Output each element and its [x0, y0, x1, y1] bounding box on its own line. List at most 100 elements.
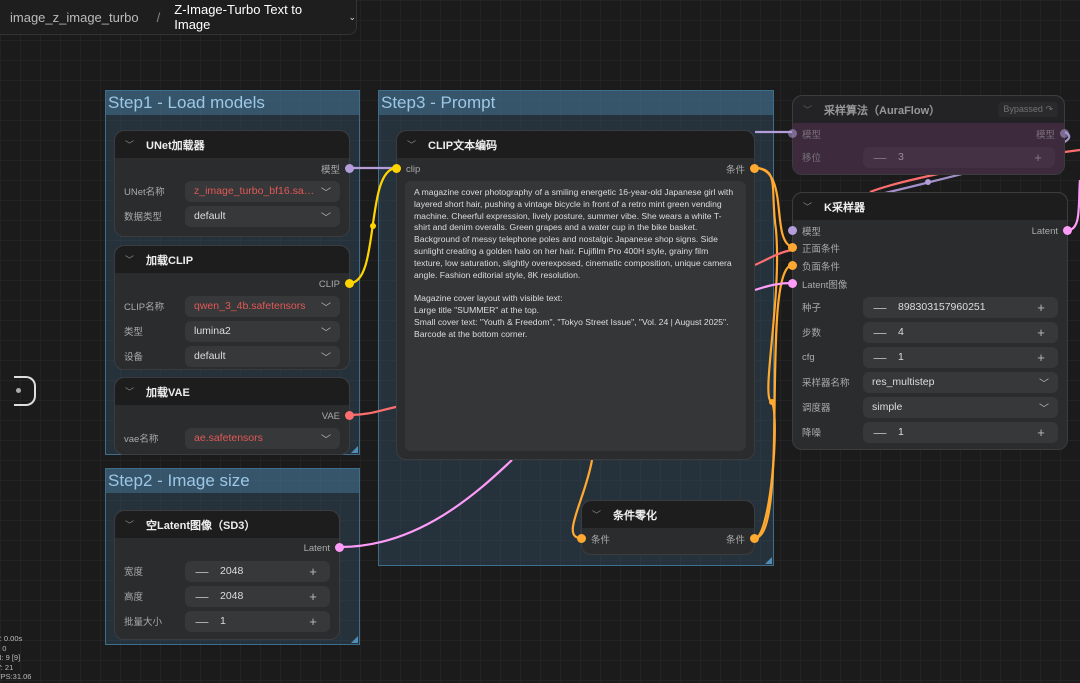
resize-handle[interactable]: [351, 636, 358, 643]
collapse-icon[interactable]: ﹀: [125, 255, 135, 265]
plus-icon[interactable]: +: [1037, 299, 1045, 315]
collapse-icon[interactable]: ﹀: [803, 105, 813, 115]
chevron-down-icon[interactable]: ⌄: [348, 11, 356, 22]
output-slot-conditioning[interactable]: [750, 534, 759, 543]
output-label: 模型: [320, 165, 340, 176]
steps-stepper[interactable]: — 4 +: [863, 321, 1058, 343]
clip-type-select[interactable]: lumina2 ﹀: [185, 320, 340, 342]
collapsed-node[interactable]: [14, 376, 36, 406]
node-clip-text-encode[interactable]: ﹀ CLIP文本编码 clip 条件 A magazine cover photog…: [392, 130, 759, 460]
collapse-icon[interactable]: ﹀: [125, 387, 135, 397]
output-slot-conditioning[interactable]: [750, 164, 759, 173]
node-dot: [16, 388, 21, 393]
input-slot-latent-image[interactable]: [788, 279, 797, 288]
widget-value: qwen_3_4b.safetensors: [194, 300, 306, 312]
input-slot-clip[interactable]: [392, 164, 401, 173]
node-unet-loader[interactable]: ﹀ UNet加载器 模型 UNet名称 z_image_turbo_bf16.sa……: [114, 130, 354, 237]
resize-handle[interactable]: [351, 446, 358, 453]
chevron-down-icon: ﹀: [321, 212, 331, 224]
widget-label: 步数: [802, 328, 822, 339]
widget-value: 898303157960251: [898, 301, 986, 313]
input-slot-model[interactable]: [788, 129, 797, 138]
breadcrumb-workflow[interactable]: Z-Image-Turbo Text to Image: [174, 2, 303, 32]
batch-size-stepper[interactable]: — 1 +: [185, 610, 330, 632]
plus-icon[interactable]: +: [1034, 149, 1042, 165]
breadcrumb-separator: /: [156, 9, 161, 25]
node-empty-latent[interactable]: ﹀ 空Latent图像（SD3） Latent 宽度 — 2048 + 高度 — 2048 +…: [114, 510, 344, 640]
minus-icon[interactable]: —: [873, 299, 887, 315]
height-stepper[interactable]: — 2048 +: [185, 585, 330, 607]
output-slot-clip[interactable]: [345, 279, 354, 288]
shift-stepper[interactable]: — 3 +: [863, 146, 1055, 168]
output-slot-model[interactable]: [1060, 129, 1069, 138]
output-label: Latent: [303, 542, 330, 554]
wire-latent-image: [754, 281, 793, 292]
minus-icon[interactable]: —: [195, 613, 209, 629]
collapse-icon[interactable]: ﹀: [592, 510, 602, 520]
collapse-icon[interactable]: ﹀: [803, 202, 813, 212]
chevron-down-icon: ﹀: [321, 434, 331, 446]
bypassed-badge[interactable]: Bypassed ↷: [998, 102, 1058, 117]
minus-icon[interactable]: —: [195, 563, 209, 579]
output-slot-latent[interactable]: [335, 543, 344, 552]
resize-handle[interactable]: [765, 557, 772, 564]
minus-icon[interactable]: —: [873, 349, 887, 365]
widget-label: 数据类型: [124, 212, 163, 223]
collapse-icon[interactable]: ﹀: [125, 520, 135, 530]
collapse-icon[interactable]: ﹀: [125, 140, 135, 150]
wire-midpoint: [925, 179, 931, 185]
vae-name-select[interactable]: ae.safetensors ﹀: [185, 427, 340, 449]
plus-icon[interactable]: +: [309, 563, 317, 579]
widget-label: 移位: [802, 153, 822, 164]
widget-value: 1: [220, 615, 226, 627]
wire-latent: [339, 459, 513, 549]
clip-name-select[interactable]: qwen_3_4b.safetensors ﹀: [185, 295, 340, 317]
plus-icon[interactable]: +: [1037, 424, 1045, 440]
output-slot-latent[interactable]: [1063, 226, 1072, 235]
minus-icon[interactable]: —: [873, 149, 887, 165]
input-label: 模型: [802, 130, 822, 141]
output-slot-model[interactable]: [345, 164, 354, 173]
prompt-textarea[interactable]: A magazine cover photography of a smilin…: [405, 181, 746, 451]
minus-icon[interactable]: —: [873, 324, 887, 340]
device-select[interactable]: default ﹀: [185, 345, 340, 367]
sampler-name-select[interactable]: res_multistep ﹀: [863, 371, 1058, 393]
widget-value: 2048: [220, 590, 244, 602]
plus-icon[interactable]: +: [309, 613, 317, 629]
node-ksampler[interactable]: ﹀ K采样器 模型 Latent 正面条件 负面条件 Latent图像 种子 — 898…: [788, 192, 1072, 450]
input-slot-model[interactable]: [788, 226, 797, 235]
minus-icon[interactable]: —: [873, 424, 887, 440]
node-title: 加载VAE: [146, 386, 190, 399]
cfg-stepper[interactable]: — 1 +: [863, 346, 1058, 368]
input-slot-negative[interactable]: [788, 261, 797, 270]
plus-icon[interactable]: +: [1037, 349, 1045, 365]
seed-stepper[interactable]: — 898303157960251 +: [863, 296, 1058, 318]
breadcrumb: image_z_image_turbo / Z-Image-Turbo Text…: [0, 0, 357, 35]
widget-value: 2048: [220, 565, 244, 577]
node-title: 加载CLIP: [146, 254, 194, 267]
input-slot-conditioning[interactable]: [577, 534, 586, 543]
unet-name-select[interactable]: z_image_turbo_bf16.sa… ﹀: [185, 180, 340, 202]
denoise-stepper[interactable]: — 1 +: [863, 421, 1058, 443]
output-slot-vae[interactable]: [345, 411, 354, 420]
widget-value: default: [194, 210, 226, 222]
collapse-icon[interactable]: ﹀: [407, 140, 417, 150]
plus-icon[interactable]: +: [1037, 324, 1045, 340]
node-vae-loader[interactable]: ﹀ 加载VAE VAE vae名称 ae.safetensors ﹀: [114, 377, 354, 455]
plus-icon[interactable]: +: [309, 588, 317, 604]
node-conditioning-zero-out[interactable]: ﹀ 条件零化 条件 条件: [577, 500, 759, 555]
width-stepper[interactable]: — 2048 +: [185, 560, 330, 582]
widget-value: 3: [898, 151, 904, 163]
output-label: VAE: [321, 410, 340, 422]
input-label: clip: [406, 163, 421, 175]
scheduler-select[interactable]: simple ﹀: [863, 396, 1058, 418]
node-clip-loader[interactable]: ﹀ 加载CLIP CLIP CLIP名称 qwen_3_4b.safetensors…: [114, 245, 354, 370]
wire-latent-out: [1067, 179, 1080, 232]
output-label: Latent: [1031, 225, 1058, 237]
node-model-sampling-auraflow[interactable]: ﹀ 采样算法（AuraFlow） Bypassed ↷ 模型 模型 移位 — 3 +: [788, 95, 1069, 175]
breadcrumb-workspace[interactable]: image_z_image_turbo: [10, 9, 139, 25]
input-slot-positive[interactable]: [788, 243, 797, 252]
minus-icon[interactable]: —: [195, 588, 209, 604]
output-label: 模型: [1035, 130, 1055, 141]
dtype-select[interactable]: default ﹀: [185, 205, 340, 227]
